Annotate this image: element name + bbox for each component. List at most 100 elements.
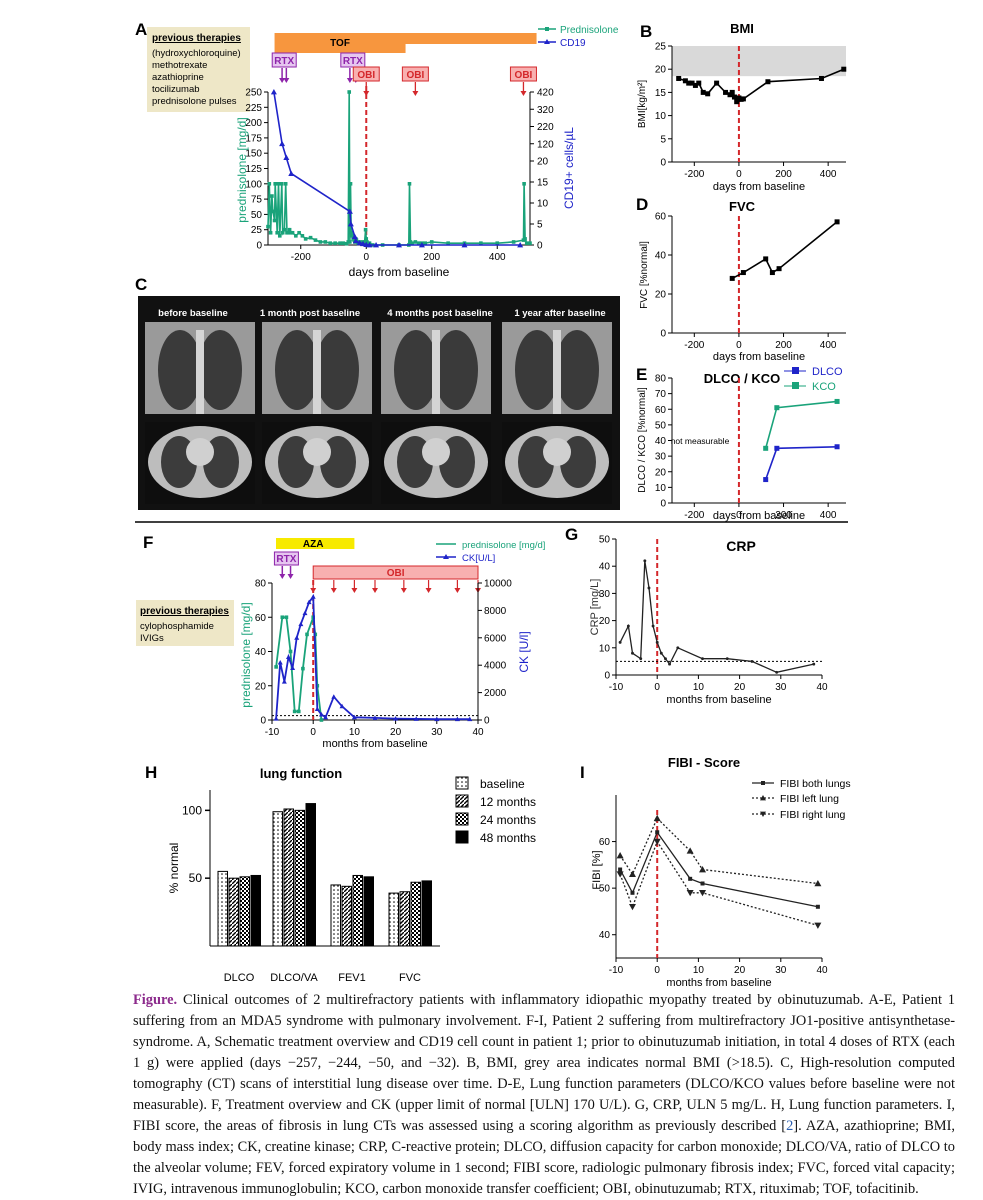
panel-e-chart: DLCO / KCO 0 10 20 30 40 50 60 70 80 -200 0 200 400 da…	[637, 366, 846, 522]
panel-a-left-ytick-label: 125	[245, 164, 262, 175]
panel-g-xtick-label: 40	[816, 682, 828, 693]
bmi-point	[841, 66, 847, 72]
prednisolone-point	[280, 230, 285, 235]
panel-i-title: FIBI - Score	[668, 755, 740, 770]
panel-f-xtick-label: 40	[472, 727, 484, 738]
fibi-point-2	[616, 871, 624, 878]
prednisolone-point	[362, 240, 367, 244]
obi-box	[352, 66, 380, 82]
panel-i-ytick-label: 50	[599, 884, 611, 895]
panel-f-xtick-label: -10	[265, 727, 280, 738]
fibi-point-1	[653, 814, 661, 822]
prednisolone-point	[348, 182, 353, 186]
cd19-point	[352, 237, 359, 244]
obi-arrowhead	[454, 588, 461, 593]
ck-point	[294, 635, 300, 640]
panel-f-prednisolone-point	[296, 709, 301, 714]
fibi-point-2	[686, 890, 694, 897]
obi-arrowhead	[351, 588, 358, 593]
panel-f-prednisolone-point	[301, 666, 305, 671]
legend-swatch-48m	[455, 830, 469, 844]
panel-f-prednisolone-point	[288, 649, 293, 654]
panel-i-xtick-label: 10	[693, 965, 705, 976]
panel-e-ytick-label: 40	[655, 436, 667, 447]
panel-f-prednisolone-point	[319, 718, 324, 722]
cd19-point	[396, 242, 402, 248]
panel-i-xtick-label: 30	[775, 965, 787, 976]
ct-coronal-lung-left	[515, 330, 559, 410]
fibi-point-2	[699, 890, 707, 897]
bar-fvc-3	[421, 880, 432, 947]
obi-box	[509, 66, 537, 82]
fvc-point	[729, 275, 735, 281]
panel-b-ytick-label: 0	[660, 158, 666, 169]
fibi-legend-label-0: FIBI both lungs	[780, 778, 851, 790]
panel-b-title: BMI	[730, 21, 754, 36]
prednisolone-point	[410, 241, 414, 245]
fibi-legend-marker-1	[760, 795, 766, 801]
panel-b-chart: BMI 0 5 10 15 20 25 -200 0 200 400 days from baseli…	[637, 21, 847, 193]
panel-b-ytick-label: 15	[655, 88, 667, 99]
panel-e-xtick-label: 400	[820, 510, 837, 521]
prednisolone-point	[528, 241, 532, 245]
panel-letter-b: B	[640, 22, 652, 41]
bar-fvc-1	[399, 891, 410, 947]
bar-fev1-2	[352, 874, 363, 947]
ct-image-column-3	[502, 322, 612, 504]
panel-a-right-ytick-label: 0	[537, 241, 543, 252]
panel-h-legend: baseline 12 months 24 months 48 months	[455, 776, 536, 845]
fvc-line	[731, 221, 838, 280]
fibi-point-0	[655, 830, 660, 835]
panel-i-ytick-label: 60	[599, 837, 611, 848]
prednisolone-point	[522, 182, 526, 186]
panel-d-title: FVC	[729, 199, 756, 214]
caption-text-2: ]. AZA, azathioprine; BMI, body mass ind…	[133, 1118, 955, 1197]
bmi-point	[723, 89, 729, 95]
rtx-arrowhead	[346, 78, 353, 83]
bar-dlco-va-3	[305, 803, 316, 947]
panel-a-therapy-3: tocilizumab	[152, 84, 200, 95]
ct-label-2: 4 months post baseline	[387, 308, 493, 319]
crp-point	[668, 662, 671, 666]
caption-ref-link[interactable]: 2	[786, 1118, 794, 1134]
panel-letter-e: E	[636, 365, 647, 384]
crp-point	[655, 640, 659, 644]
bar-dlco-va-0	[272, 811, 283, 947]
rtx-arrowhead	[287, 574, 294, 579]
prednisolone-point	[271, 209, 275, 214]
ct-coronal-spine	[196, 330, 204, 414]
panel-f-xtick-label: 20	[390, 727, 402, 738]
tof-bar-lower	[274, 44, 406, 53]
panel-f-left-ytick-label: 40	[255, 647, 267, 658]
crp-point	[701, 657, 704, 661]
tof-label: TOF	[330, 38, 350, 49]
prednisolone-point	[523, 237, 527, 241]
panel-f-xtick-label: 10	[349, 727, 361, 738]
ck-point	[393, 716, 399, 721]
ck-line	[275, 594, 470, 721]
panel-letter-d: D	[636, 195, 648, 214]
panel-e-ytick-label: 10	[655, 483, 667, 494]
fibi-point-0	[618, 867, 623, 872]
ck-point	[323, 714, 329, 720]
panel-a-xtick-label: 400	[489, 252, 506, 263]
fibi-point-1	[616, 852, 624, 859]
panel-f-left-ytick-label: 20	[255, 681, 267, 692]
rtx-arrowhead	[283, 78, 290, 83]
panel-d-ytick-label: 0	[660, 329, 666, 340]
prednisolone-point	[338, 241, 342, 245]
ct-label-3: 1 year after baseline	[514, 308, 605, 319]
panel-d-ytick-label: 20	[655, 290, 667, 301]
ct-label-0: before baseline	[158, 308, 228, 319]
fvc-point	[769, 270, 775, 276]
panel-e-y-label: DLCO / KCO [%normal]	[637, 387, 648, 493]
panel-f-chart: AZA RTX OBI 0 20 40 60 80 0 2000 4000 6000 8000 10000…	[239, 538, 545, 750]
obi-arrowhead	[400, 588, 407, 593]
panel-f-left-ytick-label: 80	[255, 579, 267, 590]
prednisolone-point	[287, 227, 292, 232]
panel-e-ytick-label: 50	[655, 420, 667, 431]
fvc-point	[776, 266, 782, 272]
prednisolone-point	[363, 227, 368, 232]
ck-point	[372, 715, 378, 720]
